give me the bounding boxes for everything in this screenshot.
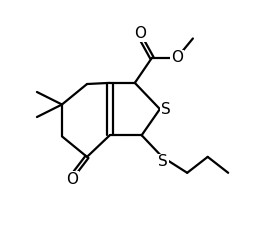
Text: S: S	[161, 102, 170, 116]
Text: S: S	[158, 154, 168, 170]
Text: O: O	[66, 172, 78, 187]
Text: O: O	[171, 50, 183, 65]
Text: O: O	[134, 26, 146, 42]
